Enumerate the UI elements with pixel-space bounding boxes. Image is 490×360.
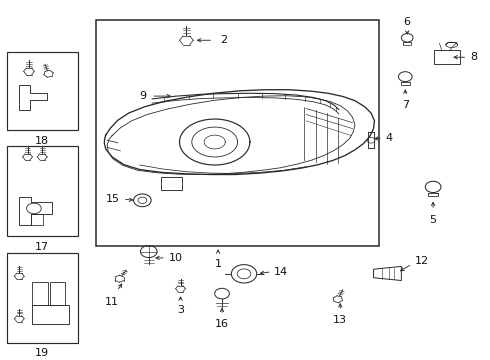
Text: 10: 10	[169, 253, 183, 263]
Text: 14: 14	[274, 267, 289, 277]
Bar	[32, 305, 69, 324]
Text: 9: 9	[139, 91, 147, 101]
Text: 4: 4	[386, 134, 393, 144]
Text: 12: 12	[415, 256, 429, 266]
Bar	[6, 52, 78, 130]
Text: 6: 6	[404, 17, 411, 27]
Bar	[6, 253, 78, 343]
Text: 5: 5	[430, 215, 437, 225]
Text: 7: 7	[402, 100, 409, 110]
Text: 18: 18	[35, 136, 49, 146]
Bar	[31, 215, 43, 225]
Text: 15: 15	[106, 194, 120, 204]
Text: 11: 11	[105, 297, 119, 307]
Text: 8: 8	[470, 52, 477, 62]
Bar	[434, 50, 461, 64]
Text: 17: 17	[35, 242, 49, 252]
Text: 3: 3	[177, 305, 184, 315]
Bar	[161, 177, 182, 190]
Bar	[96, 20, 379, 246]
Text: 19: 19	[35, 348, 49, 358]
Bar	[49, 282, 65, 305]
Text: 1: 1	[215, 259, 221, 269]
Text: 13: 13	[333, 315, 347, 325]
Text: 16: 16	[215, 319, 229, 329]
Bar	[6, 145, 78, 236]
Bar	[32, 282, 48, 305]
Text: 2: 2	[220, 35, 228, 45]
